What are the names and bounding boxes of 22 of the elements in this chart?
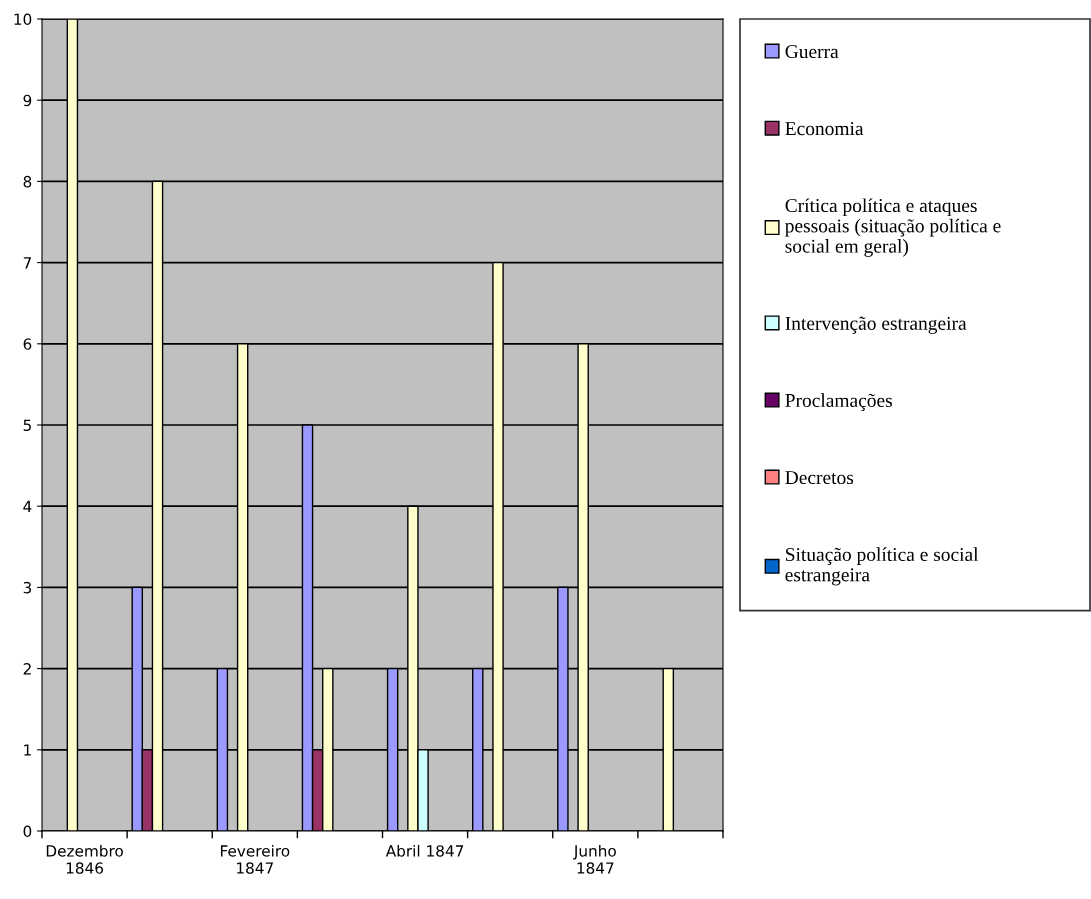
- y-tick-label: 5: [23, 419, 31, 432]
- y-tick-label: 10: [14, 13, 32, 26]
- y-tick-label: 8: [23, 175, 32, 188]
- y-tick-label: 7: [23, 257, 31, 269]
- x-tick-label: Abril 1847: [385, 844, 464, 857]
- y-tick-label: 9: [23, 94, 32, 107]
- y-tick-label: 1: [24, 744, 31, 756]
- y-tick-label: 2: [23, 663, 31, 675]
- legend-label: Economia: [785, 122, 864, 136]
- y-tick-label: 3: [23, 581, 32, 594]
- y-tick-label: 4: [23, 500, 32, 512]
- legend-label: Proclamações: [785, 393, 892, 411]
- x-tick-label: Fevereiro 1847: [220, 844, 290, 874]
- y-tick-label: 6: [23, 338, 32, 350]
- legend-label: Decretos: [785, 471, 854, 485]
- legend-label: Crítica política e ataques pessoais (situação política e social em geral): [785, 198, 1001, 257]
- x-tick-label: Junho 1847: [573, 844, 616, 874]
- legend-label: Guerra: [785, 45, 839, 59]
- legend-label: Intervenção estrangeira: [785, 316, 967, 334]
- legend-label: Situação política e social estrangeira: [785, 547, 979, 586]
- x-tick-label: Dezembro 1846: [46, 844, 123, 874]
- y-tick-label: 0: [23, 825, 32, 838]
